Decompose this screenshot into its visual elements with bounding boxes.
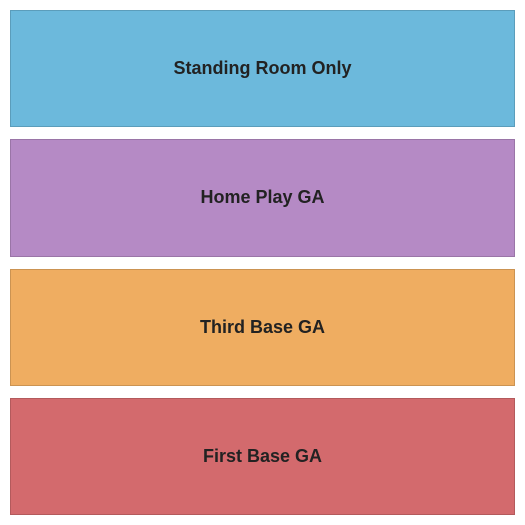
section-label: Home Play GA bbox=[200, 187, 324, 208]
section-first-base-ga[interactable]: First Base GA bbox=[10, 398, 515, 515]
section-third-base-ga[interactable]: Third Base GA bbox=[10, 269, 515, 386]
section-label: First Base GA bbox=[203, 446, 322, 467]
section-label: Third Base GA bbox=[200, 317, 325, 338]
section-standing-room-only[interactable]: Standing Room Only bbox=[10, 10, 515, 127]
section-home-play-ga[interactable]: Home Play GA bbox=[10, 139, 515, 256]
section-label: Standing Room Only bbox=[174, 58, 352, 79]
